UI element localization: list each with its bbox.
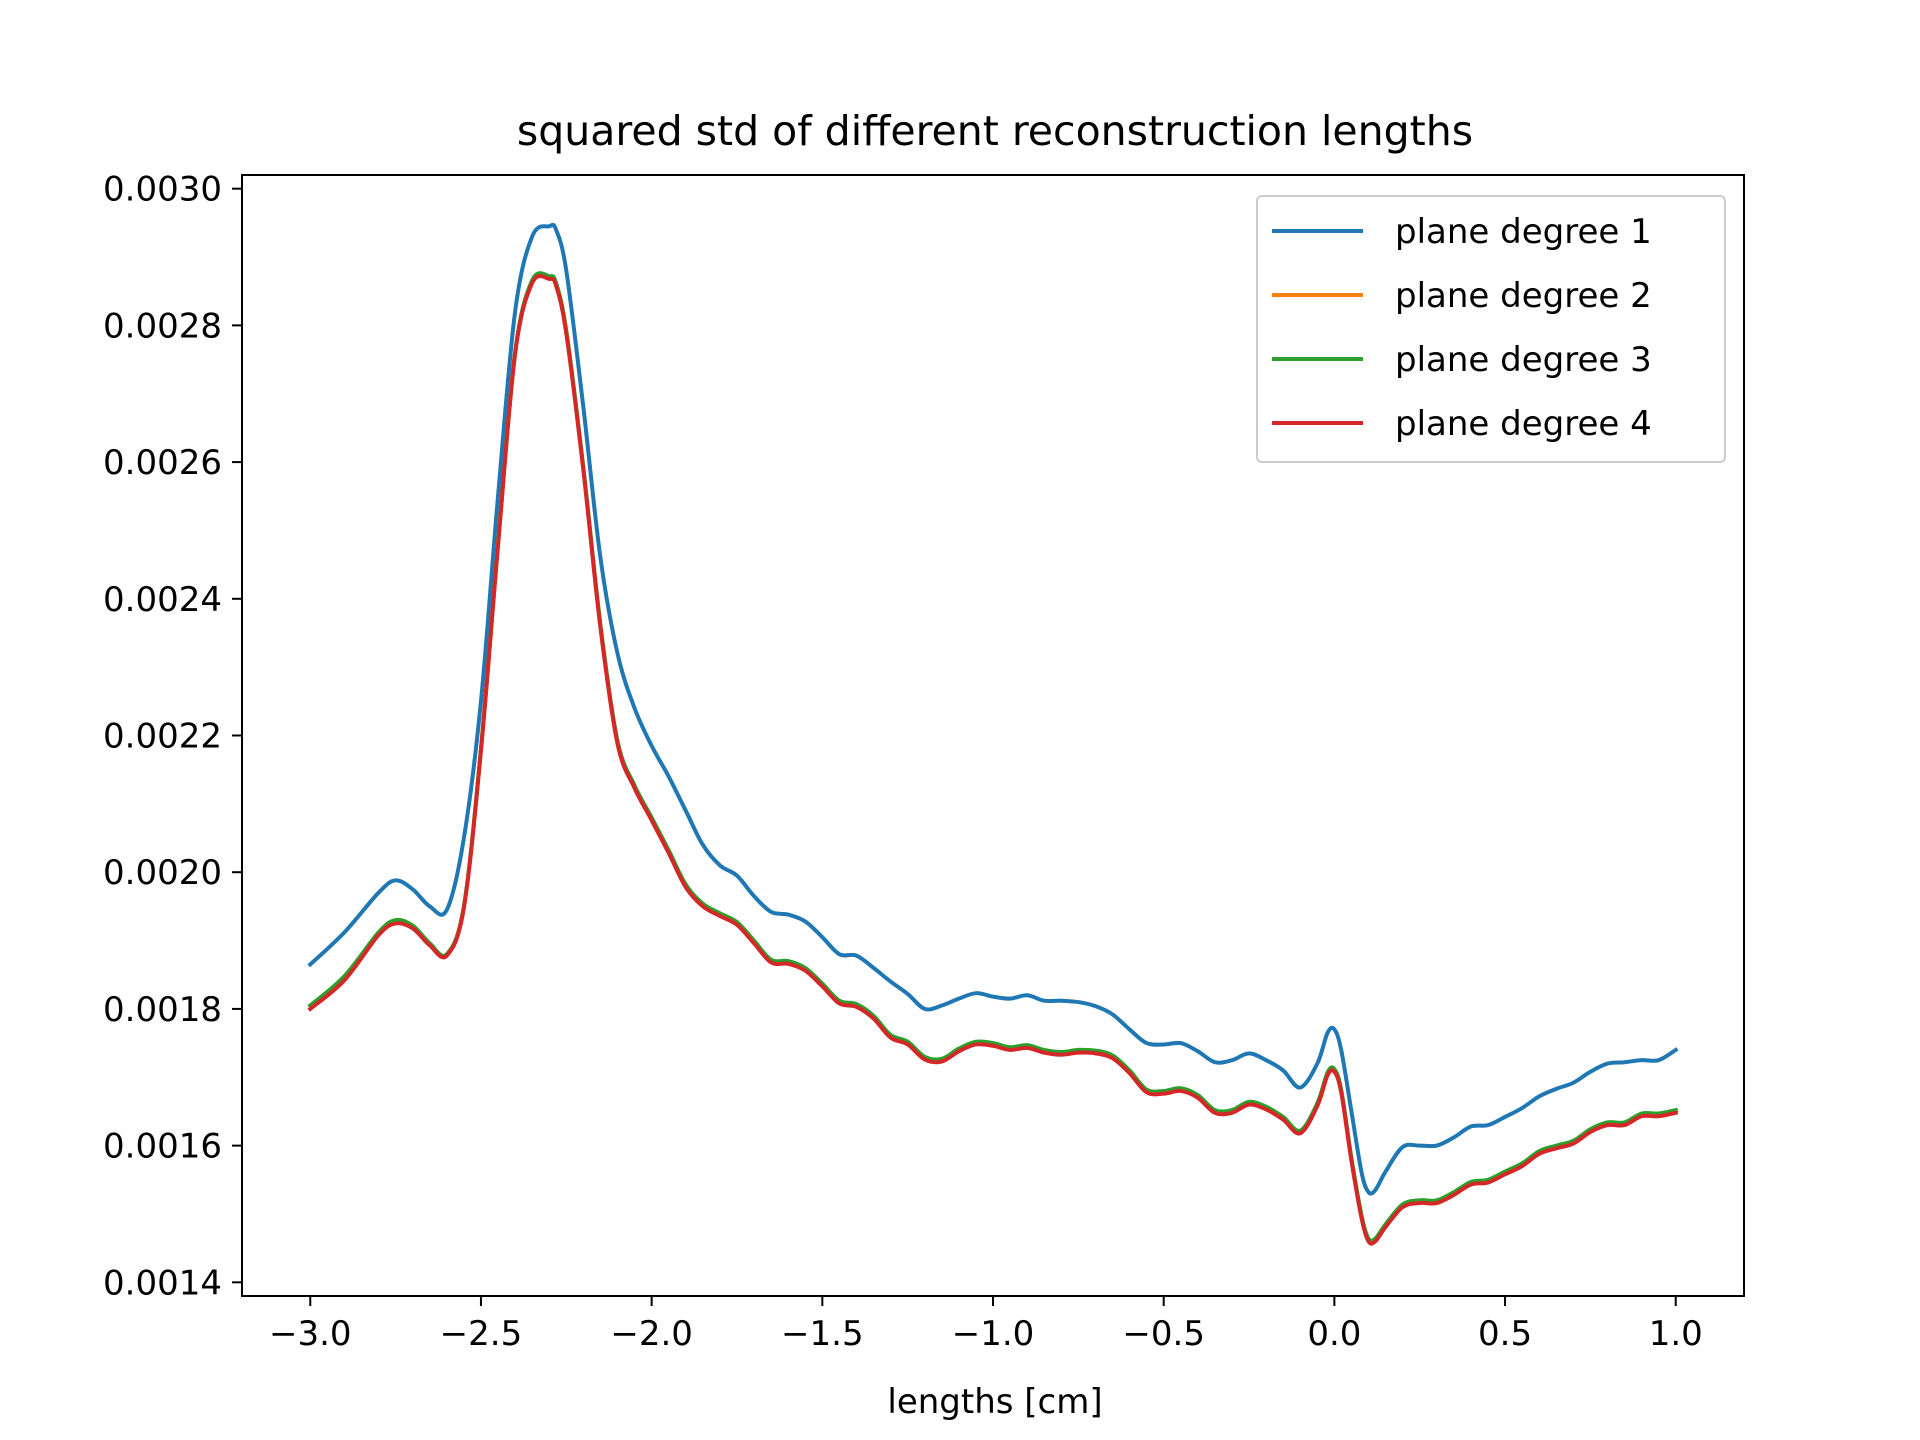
y-tick-label: 0.0016 [103,1127,222,1167]
y-axis-ticks: 0.0014 0.0016 0.0018 0.0020 0.0022 0.0024 0.00… [103,170,242,1303]
x-tick-label: −1.0 [952,1314,1035,1354]
legend-items: plane degree 1 plane degree 2 plane degree… [1272,212,1652,444]
x-tick-label: −3.0 [269,1314,352,1354]
series-line-3 [307,271,1679,1243]
y-tick-label: 0.0026 [103,443,222,483]
legend-box [1256,195,1726,463]
series-line-4 [307,274,1679,1246]
x-tick-label: −2.5 [440,1314,523,1354]
y-tick-label: 0.0014 [103,1263,222,1303]
y-tick-label: 0.0018 [103,990,222,1030]
legend-label: plane degree 4 [1395,404,1652,444]
y-tick-label: 0.0022 [103,717,222,757]
x-tick-label: 1.0 [1649,1314,1703,1354]
y-tick-label: 0.0030 [103,170,222,210]
x-tick-label: −0.5 [1122,1314,1205,1354]
x-axis-label: lengths [cm] [887,1382,1102,1422]
y-tick-label: 0.0028 [103,306,222,346]
x-axis-ticks: −3.0 −2.5 −2.0 −1.5 −1.0 −0.5 0.0 0.5 1.0 [269,1296,1703,1354]
y-tick-label: 0.0020 [103,853,222,893]
x-tick-label: 0.5 [1478,1314,1532,1354]
chart-title: squared std of different reconstruction … [517,107,1473,155]
legend-label: plane degree 2 [1395,276,1652,316]
legend: plane degree 1 plane degree 2 plane degree… [1256,195,1726,463]
x-tick-label: 0.0 [1307,1314,1361,1354]
series-line-1 [307,222,1679,1196]
legend-label: plane degree 3 [1395,340,1652,380]
x-tick-label: −1.5 [781,1314,864,1354]
x-tick-label: −2.0 [610,1314,693,1354]
y-tick-label: 0.0024 [103,580,222,620]
legend-label: plane degree 1 [1395,212,1652,252]
series-lines [307,222,1679,1246]
